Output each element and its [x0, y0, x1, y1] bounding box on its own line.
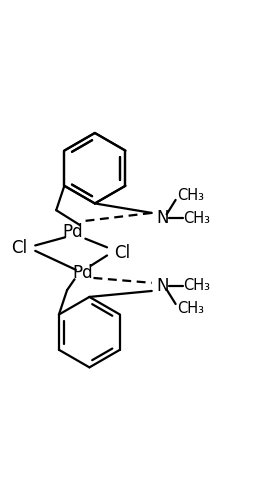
Text: CH₃: CH₃	[183, 278, 210, 293]
Text: N: N	[156, 276, 169, 294]
Text: Cl: Cl	[11, 239, 27, 257]
Text: N: N	[156, 210, 169, 228]
Text: CH₃: CH₃	[178, 301, 205, 316]
Text: Cl: Cl	[114, 244, 130, 262]
Text: CH₃: CH₃	[183, 211, 210, 226]
Text: Pd: Pd	[72, 263, 93, 281]
Text: CH₃: CH₃	[178, 188, 205, 203]
Text: Pd: Pd	[63, 223, 83, 241]
